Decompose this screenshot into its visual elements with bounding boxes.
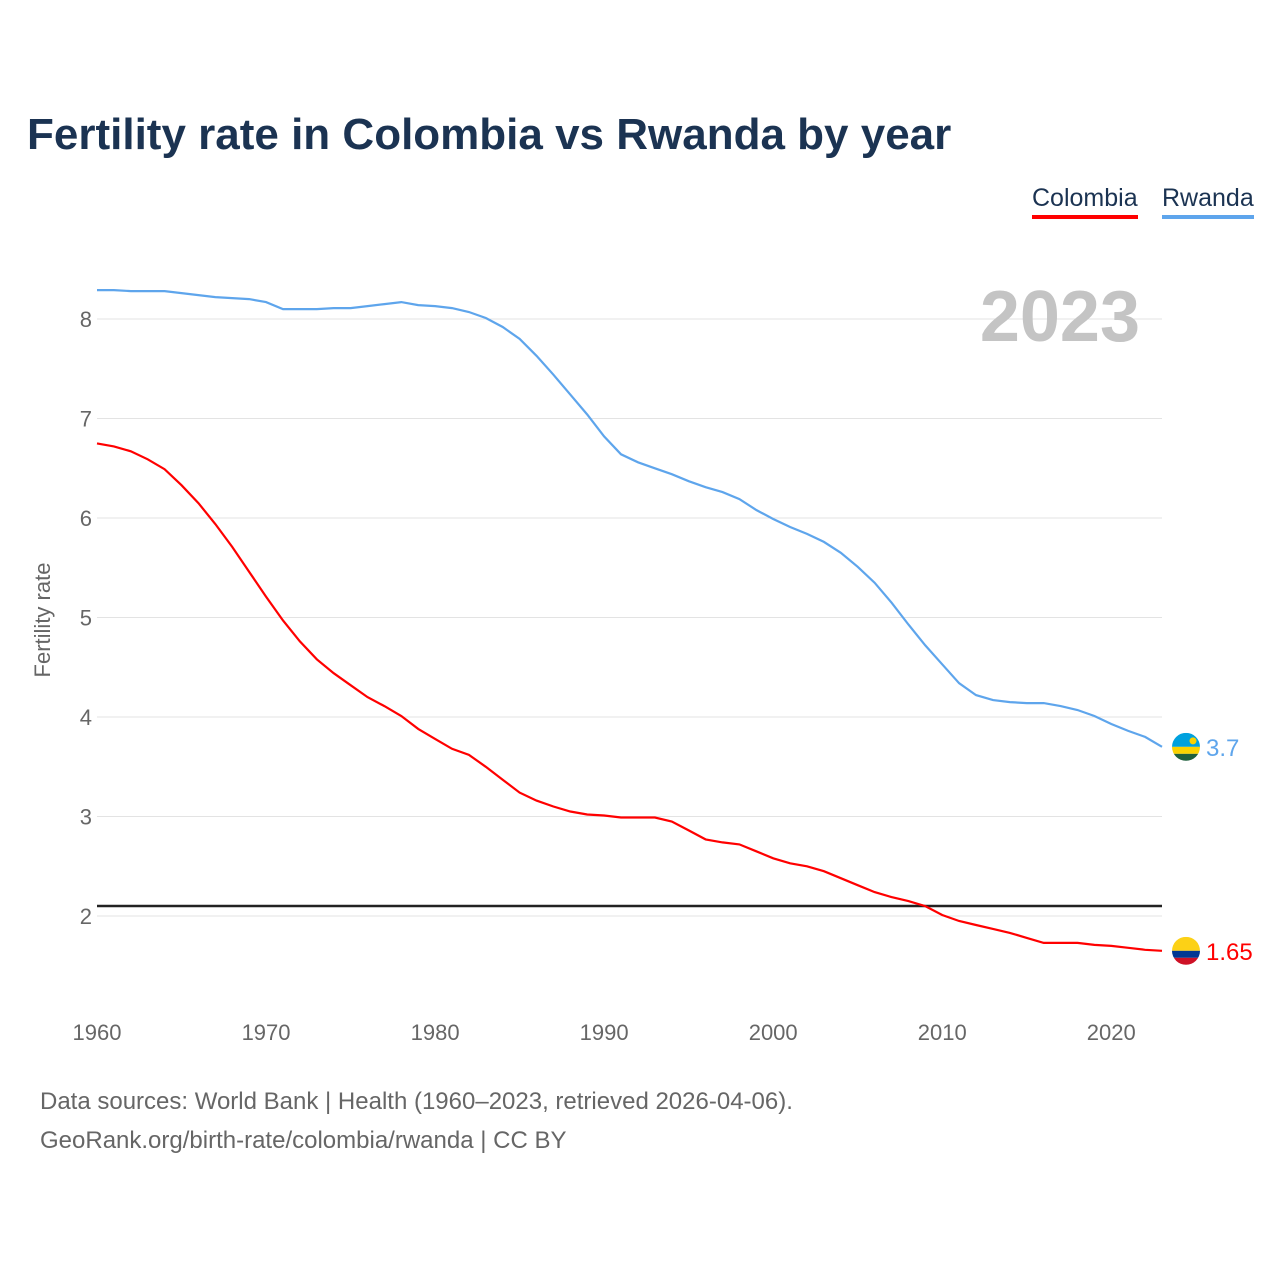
end-value-label-colombia: 1.65 <box>1206 939 1253 966</box>
flag-icon-colombia <box>1172 936 1200 965</box>
footer-attribution: GeoRank.org/birth-rate/colombia/rwanda |… <box>40 1127 567 1154</box>
y-tick-label: 8 <box>80 307 92 332</box>
y-tick-label: 3 <box>80 805 92 830</box>
y-tick-label: 4 <box>80 705 92 730</box>
x-tick-label: 1970 <box>242 1020 291 1045</box>
series-line-rwanda <box>97 289 1163 748</box>
flag-icon-rwanda <box>1172 732 1200 761</box>
y-axis-label: Fertility rate <box>30 563 55 678</box>
y-tick-label: 2 <box>80 904 92 929</box>
y-tick-label: 7 <box>80 407 92 432</box>
x-tick-label: 1960 <box>73 1020 122 1045</box>
year-watermark: 2023 <box>980 277 1140 357</box>
series-line-colombia <box>96 442 1163 952</box>
x-tick-label: 2020 <box>1087 1020 1136 1045</box>
x-tick-label: 1990 <box>580 1020 629 1045</box>
x-tick-label: 1980 <box>411 1020 460 1045</box>
legend-colombia[interactable]: Colombia <box>1032 184 1138 219</box>
footer-sources: Data sources: World Bank | Health (1960–… <box>40 1088 793 1115</box>
chart-title: Fertility rate in Colombia vs Rwanda by … <box>27 110 952 159</box>
end-value-label-rwanda: 3.7 <box>1206 735 1239 762</box>
x-tick-label: 2010 <box>918 1020 967 1045</box>
legend-rwanda[interactable]: Rwanda <box>1162 184 1254 219</box>
x-tick-label: 2000 <box>749 1020 798 1045</box>
y-tick-label: 5 <box>80 606 92 631</box>
y-tick-label: 6 <box>80 506 92 531</box>
